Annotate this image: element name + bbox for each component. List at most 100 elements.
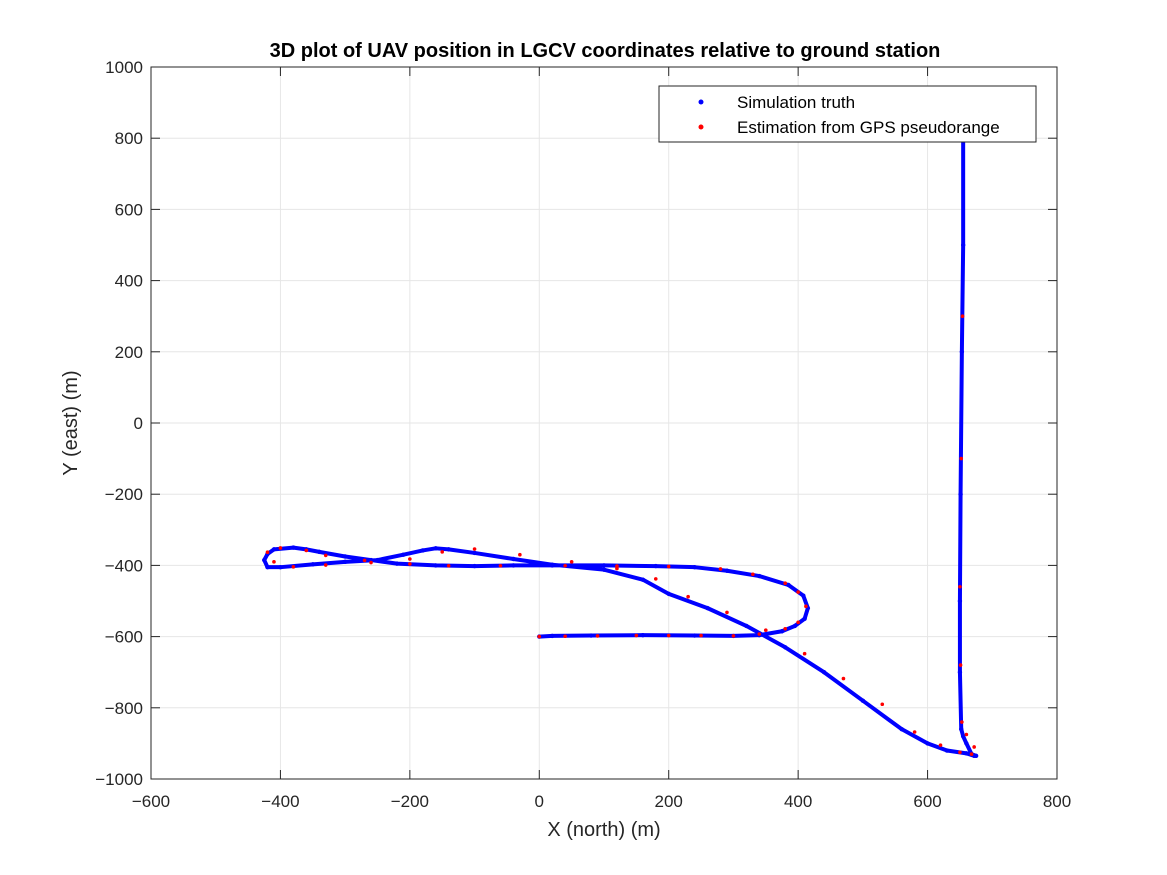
y-tick-label: 200 [115, 343, 143, 362]
truth-point [666, 591, 671, 597]
gps-estimate-point [569, 560, 574, 564]
gps-estimate-point [362, 558, 367, 563]
gps-estimate-point [653, 577, 658, 581]
truth-point [944, 748, 950, 753]
y-tick-label: 400 [115, 272, 143, 291]
gps-estimate-point [972, 745, 976, 749]
truth-point [744, 623, 749, 629]
legend: Simulation truth Estimation from GPS pse… [658, 85, 1037, 143]
gps-estimate-point [796, 620, 800, 625]
gps-estimate-point [304, 548, 309, 553]
y-tick-label: −800 [105, 699, 143, 718]
truth-point [860, 698, 866, 703]
gps-estimate-point [323, 553, 328, 558]
truth-point [821, 670, 827, 675]
truth-point [375, 557, 380, 563]
gps-estimate-point [265, 550, 270, 555]
gps-estimate-point [563, 634, 567, 639]
gps-estimate-point [272, 560, 276, 564]
gps-estimate-point [958, 584, 962, 589]
gps-estimate-point [751, 572, 755, 577]
gps-estimate-point [323, 563, 328, 567]
truth-point [801, 593, 806, 598]
truth-point [792, 623, 798, 629]
legend-box [658, 85, 1037, 143]
plot-frame [150, 66, 1058, 780]
legend-label-simulation-truth: Simulation truth [737, 93, 855, 112]
gps-estimate-point [498, 563, 503, 568]
gps-estimate-point [615, 566, 619, 571]
truth-point [959, 349, 965, 354]
truth-point [779, 629, 785, 634]
truth-point [957, 670, 963, 675]
gps-estimate-point [958, 750, 962, 755]
gps-estimate-point [291, 565, 296, 569]
gps-estimate-point [802, 651, 807, 656]
truth-point [653, 563, 658, 569]
gps-estimate-point [446, 563, 451, 568]
x-tick-label: 400 [784, 792, 812, 811]
gps-estimate-point [666, 564, 671, 569]
series-1 [265, 314, 976, 756]
chart-title: 3D plot of UAV position in LGCV coordina… [270, 40, 941, 62]
truth-point [724, 568, 730, 573]
y-tick-label: −1000 [95, 770, 143, 789]
truth-point [899, 726, 904, 732]
truth-point [588, 633, 594, 638]
truth-point [550, 562, 555, 567]
truth-point [472, 563, 477, 569]
truth-point [265, 564, 270, 570]
gps-estimate-point [537, 634, 542, 639]
gps-estimate-point [731, 634, 736, 638]
gps-estimate-point [408, 557, 412, 561]
x-tick-label: 800 [1043, 792, 1071, 811]
y-axis-ticks: −1000 −800 −600 −400 −200 0 200 400 600 800 1000 [95, 58, 1057, 789]
truth-point [433, 546, 438, 551]
gps-estimate-point [958, 663, 963, 667]
truth-point [550, 633, 555, 639]
gps-estimate-point [912, 730, 917, 734]
truth-point [262, 557, 267, 563]
truth-point [964, 741, 969, 746]
gps-estimate-point [757, 632, 762, 636]
gps-estimate-point [796, 590, 800, 594]
gps-estimate-point [615, 564, 619, 568]
gps-estimate-point [841, 676, 846, 681]
gps-estimate-point [440, 550, 445, 554]
truth-point [640, 577, 646, 582]
x-axis-label: X (north) (m) [547, 819, 660, 841]
gps-estimate-point [783, 581, 787, 585]
legend-marker-gps-estimation [698, 124, 704, 130]
gps-estimate-point [783, 626, 787, 631]
truth-point [511, 563, 516, 568]
truth-point [601, 563, 607, 568]
gps-estimate-point [960, 720, 964, 724]
gps-estimate-point [960, 314, 965, 319]
y-axis-label: Y (east) (m) [60, 370, 82, 475]
truth-point [342, 559, 348, 565]
x-axis-ticks: −600 −400 −200 0 200 400 600 800 [132, 67, 1071, 811]
y-tick-label: 1000 [105, 58, 143, 77]
y-tick-label: 0 [134, 414, 143, 433]
x-tick-label: 600 [913, 792, 941, 811]
truth-point [317, 549, 322, 555]
gps-estimate-point [725, 610, 729, 615]
truth-point [291, 545, 296, 550]
truth-point [433, 563, 438, 568]
gps-estimate-point [408, 562, 412, 566]
gps-estimate-point [472, 547, 477, 551]
truth-point [394, 561, 400, 566]
truth-point [964, 751, 969, 756]
truth-point [420, 548, 425, 553]
x-tick-label: −600 [132, 792, 170, 811]
truth-point [783, 645, 788, 650]
truth-point [958, 492, 963, 497]
truth-point [705, 605, 710, 611]
legend-label-gps-estimation: Estimation from GPS pseudorange [737, 118, 1000, 137]
x-tick-label: 0 [535, 792, 544, 811]
truth-point [601, 567, 607, 572]
truth-point [802, 616, 807, 621]
gps-estimate-point [666, 633, 671, 638]
gps-estimate-point [686, 594, 690, 599]
